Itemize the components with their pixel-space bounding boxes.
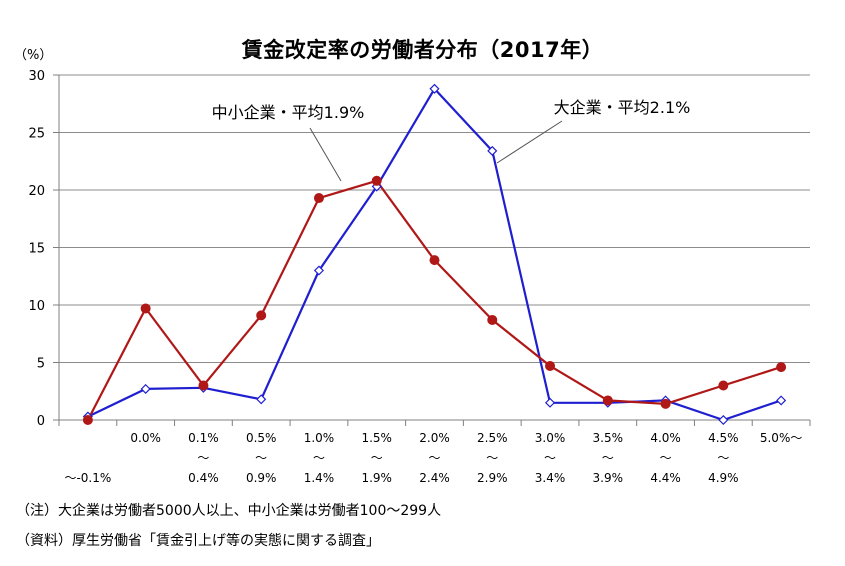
x-tick-label: 〜 bbox=[544, 451, 556, 465]
y-tick-label: 15 bbox=[28, 242, 45, 257]
data-point-small bbox=[371, 175, 382, 186]
data-point-large bbox=[313, 265, 325, 276]
x-tick-label: 〜 bbox=[428, 451, 440, 465]
data-point-small bbox=[487, 314, 498, 325]
data-point-small bbox=[660, 398, 671, 409]
series-label-large: 大企業・平均2.1% bbox=[554, 98, 691, 117]
x-tick-label: 2.0% bbox=[419, 431, 450, 445]
data-point-small bbox=[718, 380, 729, 391]
x-tick-label: 〜 bbox=[660, 451, 672, 465]
y-axis-unit: （%） bbox=[14, 48, 53, 63]
axes bbox=[53, 74, 811, 426]
data-point-large bbox=[776, 395, 787, 406]
x-tick-label: 〜 bbox=[313, 451, 325, 465]
x-tick-label: 3.0% bbox=[535, 431, 566, 445]
x-tick-label: 3.5% bbox=[593, 431, 624, 445]
footnote-source: （資料）厚生労働省「賃金引上げ等の実態に関する調査」 bbox=[16, 533, 380, 549]
data-point-small bbox=[545, 360, 556, 371]
x-tick-label: 〜 bbox=[371, 451, 383, 465]
data-point-small bbox=[198, 380, 209, 391]
series-lines bbox=[86, 87, 782, 422]
x-tick-label: 〜 bbox=[255, 451, 267, 465]
data-point-small bbox=[776, 362, 787, 373]
x-tick-label: 3.9% bbox=[593, 471, 624, 485]
x-tick-label: 1.4% bbox=[304, 471, 335, 485]
series-labels: 中小企業・平均1.9% 大企業・平均2.1% bbox=[212, 98, 691, 122]
leader-line-small bbox=[309, 127, 342, 182]
x-tick-label: 2.4% bbox=[419, 471, 450, 485]
x-tick-label: 4.4% bbox=[650, 471, 681, 485]
line-chart: 0 5 10 15 20 25 30 〜-0.1% 0.0% 0.1% 〜 0.4% 0.5% 〜 0.9… bbox=[28, 69, 811, 485]
x-tick-label: 0.0% bbox=[130, 431, 161, 445]
x-tick-label: 0.9% bbox=[246, 471, 277, 485]
y-tick-labels: 0 5 10 15 20 25 30 bbox=[28, 69, 45, 429]
footnote-definition: （注）大企業は労働者5000人以上、中小企業は労働者100〜299人 bbox=[16, 503, 442, 519]
y-tick-label: 10 bbox=[28, 299, 45, 314]
x-tick-label: 1.5% bbox=[361, 431, 392, 445]
data-point-large bbox=[718, 414, 729, 426]
x-tick-label: 3.4% bbox=[535, 471, 566, 485]
data-point-large bbox=[140, 383, 151, 394]
x-tick-label: 〜 bbox=[717, 451, 729, 465]
x-tick-label: 0.4% bbox=[188, 471, 219, 485]
x-tick-label: 4.9% bbox=[708, 471, 739, 485]
leader-line-large bbox=[496, 120, 563, 164]
chart-title: 賃金改定率の労働者分布（2017年） bbox=[241, 38, 604, 62]
grid-lines bbox=[59, 74, 810, 363]
data-point-small bbox=[602, 395, 613, 406]
x-tick-label: 〜 bbox=[197, 451, 209, 465]
x-tick-label: 5.0%〜 bbox=[760, 431, 803, 445]
y-tick-label: 25 bbox=[28, 127, 45, 142]
series-label-leaders bbox=[309, 120, 563, 182]
data-point-small bbox=[429, 255, 440, 266]
x-tick-label: 2.9% bbox=[477, 471, 508, 485]
x-tick-label: 〜-0.1% bbox=[64, 471, 111, 485]
series-markers bbox=[82, 83, 787, 426]
data-point-large bbox=[544, 397, 556, 408]
x-tick-label: 4.5% bbox=[708, 431, 739, 445]
data-point-small bbox=[82, 415, 93, 425]
x-tick-label: 〜 bbox=[602, 451, 614, 465]
x-tick-label: 1.0% bbox=[304, 431, 335, 445]
x-tick-label: 〜 bbox=[486, 451, 498, 465]
data-point-small bbox=[313, 193, 324, 204]
x-tick-label: 1.9% bbox=[361, 471, 392, 485]
y-tick-label: 5 bbox=[37, 357, 45, 372]
data-point-small bbox=[256, 310, 267, 321]
data-point-large bbox=[429, 83, 440, 94]
data-point-small bbox=[140, 303, 151, 314]
x-tick-label: 2.5% bbox=[477, 431, 508, 445]
x-tick-label: 4.0% bbox=[650, 431, 681, 445]
data-point-large bbox=[256, 394, 267, 405]
data-point-large bbox=[487, 145, 498, 156]
series-label-small: 中小企業・平均1.9% bbox=[212, 103, 365, 122]
y-tick-label: 0 bbox=[37, 414, 45, 429]
y-tick-label: 30 bbox=[28, 69, 45, 84]
x-tick-label: 0.5% bbox=[246, 431, 277, 445]
y-tick-label: 20 bbox=[28, 184, 45, 199]
series-line-small bbox=[86, 179, 782, 421]
x-tick-label: 0.1% bbox=[188, 431, 219, 445]
x-tick-labels: 〜-0.1% 0.0% 0.1% 〜 0.4% 0.5% 〜 0.9% 1.0% 〜 1.4% 1.5… bbox=[64, 431, 802, 485]
